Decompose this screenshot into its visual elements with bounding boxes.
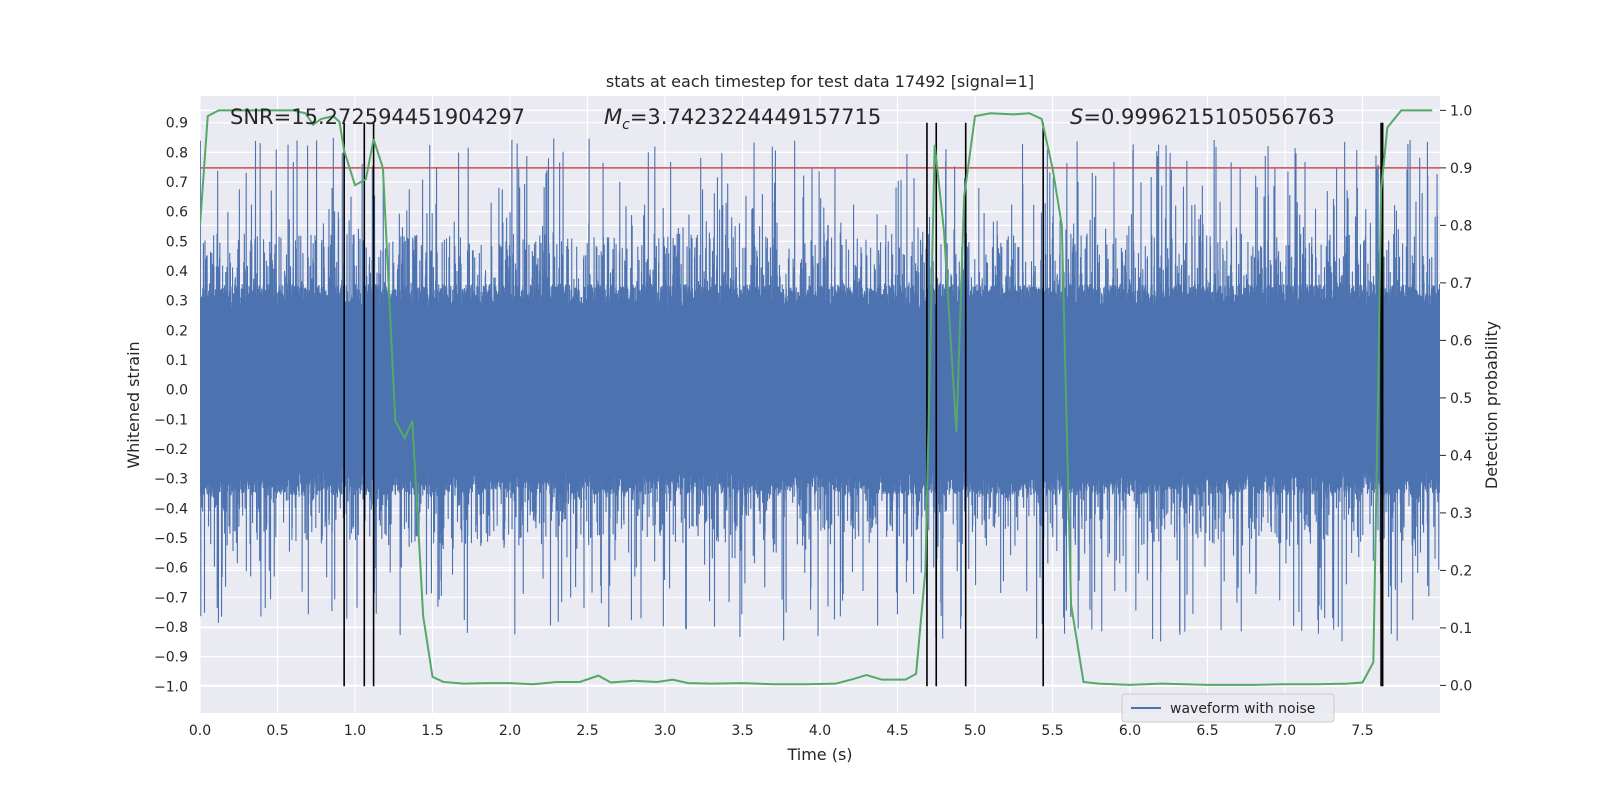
y-tick-label: −0.5 (154, 531, 188, 547)
score-symbol: S (1070, 105, 1083, 129)
x-tick-label: 2.5 (576, 723, 598, 739)
score-value: =0.9996215105056763 (1083, 105, 1334, 129)
x-tick-label: 4.0 (809, 723, 831, 739)
y-tick-label: 0.7 (166, 175, 188, 191)
waveform-series (200, 137, 1440, 642)
y-tick-label: 0.5 (166, 234, 188, 250)
y2-tick-label: 0.2 (1450, 563, 1472, 579)
y-axis-label: Whitened strain (124, 341, 143, 468)
y2-tick-label: 0.4 (1450, 448, 1472, 464)
legend-entry: waveform with noise (1170, 701, 1315, 717)
y2-tick-label: 0.7 (1450, 276, 1472, 292)
x-tick-label: 5.0 (964, 723, 986, 739)
x-tick-label: 6.0 (1119, 723, 1141, 739)
y-tick-label: −0.7 (154, 590, 188, 606)
y-tick-label: −0.9 (154, 650, 188, 666)
y2-tick-label: 0.8 (1450, 218, 1472, 234)
y2-tick-label: 0.0 (1450, 678, 1472, 694)
y-tick-label: 0.2 (166, 323, 188, 339)
y-tick-label: −0.8 (154, 620, 188, 636)
y-tick-label: −0.3 (154, 472, 188, 488)
y-tick-label: 0.9 (166, 116, 188, 132)
x-axis-ticks: 0.0 0.5 1.0 1.5 2.0 2.5 3.0 3.5 4.0 4.5 5.0 5.5 6.0 6… (189, 723, 1374, 739)
y-tick-label: −1.0 (154, 679, 188, 695)
y-tick-label: −0.4 (154, 501, 188, 517)
y2-tick-label: 0.9 (1450, 161, 1472, 177)
x-tick-label: 7.5 (1351, 723, 1373, 739)
y-tick-label: 0.0 (166, 383, 188, 399)
y-tick-label: 0.3 (166, 294, 188, 310)
y2-tick-label: 1.0 (1450, 103, 1472, 119)
y-tick-label: 0.8 (166, 145, 188, 161)
x-tick-label: 3.0 (654, 723, 676, 739)
x-tick-label: 1.5 (421, 723, 443, 739)
score-annotation: S=0.9996215105056763 (1070, 105, 1335, 129)
x-tick-label: 4.5 (886, 723, 908, 739)
legend-box (1121, 693, 1335, 723)
y2-tick-label: 0.6 (1450, 333, 1472, 349)
x-tick-label: 2.0 (499, 723, 521, 739)
snr-annotation: SNR=15.272594451904297 (230, 105, 525, 129)
x-tick-label: 7.0 (1274, 723, 1296, 739)
y2-axis-ticks: 1.0 0.9 0.8 0.7 0.6 0.5 0.4 0.3 0.2 0.1 0.0 (1440, 103, 1472, 694)
probability-series (200, 109, 1433, 686)
y2-tick-label: 0.1 (1450, 621, 1472, 637)
y-tick-label: 0.1 (166, 353, 188, 369)
y2-tick-label: 0.5 (1450, 391, 1472, 407)
chirp-mass-value: =3.7423224449157715 (630, 105, 881, 129)
y2-tick-label: 0.3 (1450, 506, 1472, 522)
y-tick-label: 0.6 (166, 205, 188, 221)
chirp-mass-subscript: c (622, 117, 630, 133)
x-tick-label: 1.0 (344, 723, 366, 739)
chirp-mass-symbol: M (604, 105, 622, 129)
x-tick-label: 3.5 (731, 723, 753, 739)
chart-title: stats at each timestep for test data 174… (606, 72, 1034, 91)
x-tick-label: 5.5 (1041, 723, 1063, 739)
y-axis-ticks: 0.9 0.8 0.7 0.6 0.5 0.4 0.3 0.2 0.1 0.0 −0.1 −0.2 −0… (154, 116, 188, 696)
y2-axis-label: Detection probability (1482, 321, 1501, 489)
y-tick-label: −0.6 (154, 561, 188, 577)
y-tick-label: −0.1 (154, 412, 188, 428)
x-tick-label: 0.0 (189, 723, 211, 739)
event-lines (343, 122, 1384, 687)
y-tick-label: 0.4 (166, 264, 188, 280)
chirp-mass-annotation: Mc=3.7423224449157715 (604, 105, 881, 133)
legend: waveform with noise (1121, 693, 1335, 723)
x-axis-label: Time (s) (786, 745, 852, 764)
x-tick-label: 6.5 (1196, 723, 1218, 739)
y-tick-label: −0.2 (154, 442, 188, 458)
x-tick-label: 0.5 (266, 723, 288, 739)
